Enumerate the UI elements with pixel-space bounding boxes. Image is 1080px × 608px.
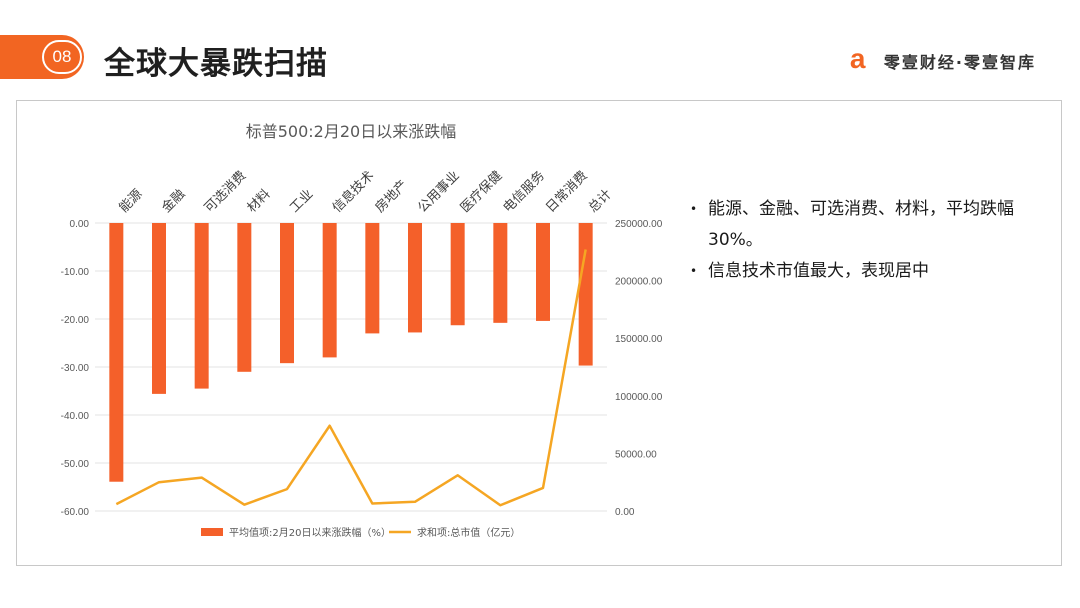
x-tick-label: 房地产 bbox=[372, 177, 411, 216]
content-frame: 标普500:2月20日以来涨跌幅 0.00 -10.00 -20.00 -30.00 -4… bbox=[16, 100, 1062, 566]
chart-title: 标普500:2月20日以来涨跌幅 bbox=[246, 122, 456, 141]
y-right-tick-label: 200000.00 bbox=[615, 277, 663, 288]
series-line-market-cap bbox=[115, 249, 587, 507]
bar-能源 bbox=[109, 223, 124, 482]
x-tick-label: 金融 bbox=[159, 186, 189, 216]
x-tick-label: 医疗保健 bbox=[458, 168, 505, 215]
bullet-list: • 能源、金融、可选消费、材料，平均跌幅30%。 • 信息技术市值最大，表现居中 bbox=[690, 194, 1050, 287]
combo-chart: 标普500:2月20日以来涨跌幅 0.00 -10.00 -20.00 -30.00 -4… bbox=[61, 122, 663, 539]
bar-金融 bbox=[152, 223, 166, 394]
x-tick-label: 总计 bbox=[586, 187, 615, 216]
bar-总计 bbox=[578, 223, 593, 366]
bar-材料 bbox=[237, 223, 252, 372]
legend-label: 求和项:总市值（亿元） bbox=[417, 526, 520, 539]
slide-number: 08 bbox=[42, 40, 82, 74]
x-tick-label: 公用事业 bbox=[415, 168, 462, 215]
y-left-tick-label: -40.00 bbox=[61, 411, 90, 422]
bar-公用事业 bbox=[408, 223, 422, 333]
y-right-tick-label: 150000.00 bbox=[615, 334, 663, 345]
bar-日常消费 bbox=[536, 223, 550, 321]
legend-swatch-bar bbox=[201, 528, 223, 536]
brand: a 零壹财经·零壹智库 bbox=[849, 43, 1036, 74]
bullet-item: • 能源、金融、可选消费、材料，平均跌幅30%。 bbox=[690, 194, 1050, 256]
x-tick-label: 材料 bbox=[245, 187, 274, 216]
x-tick-label: 可选消费 bbox=[202, 168, 249, 215]
bar-电信服务 bbox=[493, 223, 508, 323]
y-left-tick-label: 0.00 bbox=[70, 219, 90, 230]
y-right-tick-label: 50000.00 bbox=[615, 449, 657, 460]
bar-可选消费 bbox=[194, 223, 209, 389]
bar-房地产 bbox=[365, 223, 380, 334]
y-right-tick-label: 100000.00 bbox=[615, 392, 663, 403]
x-tick-label: 工业 bbox=[287, 187, 316, 216]
bar-工业 bbox=[280, 223, 294, 364]
bullet-text: 信息技术市值最大，表现居中 bbox=[708, 261, 929, 281]
legend-label: 平均值项:2月20日以来涨跌幅（%） bbox=[229, 526, 391, 539]
y-left-tick-label: -50.00 bbox=[61, 459, 90, 470]
bullet-text: 能源、金融、可选消费、材料，平均跌幅30%。 bbox=[708, 199, 1014, 250]
letter-a-logo-icon: a bbox=[849, 43, 866, 74]
bar-医疗保健 bbox=[450, 223, 465, 326]
y-right-tick-label: 250000.00 bbox=[615, 219, 663, 230]
page-title: 全球大暴跌扫描 bbox=[104, 46, 328, 82]
bullet-marker: • bbox=[690, 264, 698, 278]
y-left-tick-label: -30.00 bbox=[61, 363, 90, 374]
bar-信息技术 bbox=[322, 223, 337, 358]
y-left-tick-label: -10.00 bbox=[61, 267, 90, 278]
bullet-marker: • bbox=[690, 202, 698, 216]
x-tick-label: 能源 bbox=[117, 187, 146, 216]
brand-text: 零壹财经·零壹智库 bbox=[883, 53, 1036, 72]
y-left-tick-label: -20.00 bbox=[61, 315, 90, 326]
x-tick-label: 信息技术 bbox=[329, 168, 377, 216]
x-tick-label: 日常消费 bbox=[543, 168, 590, 215]
x-tick-label: 电信服务 bbox=[500, 168, 548, 216]
y-left-tick-label: -60.00 bbox=[61, 507, 90, 518]
y-right-tick-label: 0.00 bbox=[615, 507, 635, 518]
bullet-item: • 信息技术市值最大，表现居中 bbox=[690, 256, 1050, 287]
